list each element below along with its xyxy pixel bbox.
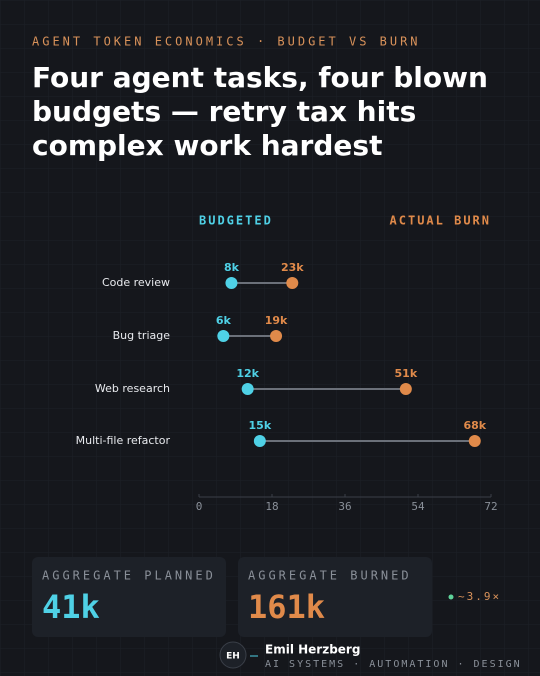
x-tick-label: 36 [338, 500, 351, 513]
stat-card [32, 557, 226, 637]
kicker: AGENT TOKEN ECONOMICS · BUDGET VS BURN [32, 35, 421, 49]
category-label: Bug triage [113, 329, 171, 342]
value-label: 68k [463, 419, 486, 432]
value-label: 23k [281, 261, 304, 274]
avatar [219, 641, 247, 669]
stat-label: AGGREGATE BURNED [248, 569, 412, 583]
stat-card [238, 557, 432, 637]
title-line: complex work hardest [32, 129, 382, 162]
legend-label: BUDGETED [199, 214, 273, 228]
x-tick-label: 72 [484, 500, 497, 513]
value-label: 12k [236, 367, 259, 380]
x-tick-label: 54 [411, 500, 425, 513]
author: Emil Herzberg [265, 643, 360, 657]
dot [253, 435, 266, 447]
dot [399, 383, 412, 395]
x-tick-label: 18 [265, 500, 278, 513]
ratio-dot [448, 594, 454, 600]
stat-value: 41k [42, 588, 100, 626]
dot [286, 277, 299, 289]
legend-label: ACTUAL BURN [390, 214, 491, 228]
stat-label: AGGREGATE PLANNED [42, 569, 216, 583]
title-line: Four agent tasks, four blown [32, 61, 488, 94]
initials: EH [226, 652, 240, 662]
value-label: 19k [265, 314, 288, 327]
dot [241, 383, 254, 395]
dot [270, 330, 283, 342]
dot [468, 435, 481, 447]
value-label: 8k [224, 261, 240, 274]
value-label: 6k [216, 314, 232, 327]
category-label: Web research [95, 382, 170, 395]
stat-value: 161k [248, 588, 325, 626]
value-label: 51k [395, 367, 418, 380]
ratio: ~3.9× [458, 590, 501, 603]
category-label: Code review [102, 276, 170, 289]
value-label: 15k [249, 419, 272, 432]
x-tick-label: 0 [196, 500, 203, 513]
category-label: Multi-file refactor [76, 434, 171, 447]
tagline: AI SYSTEMS · AUTOMATION · DESIGN [265, 659, 522, 670]
dot [225, 277, 238, 289]
title-line: budgets — retry tax hits [32, 95, 416, 128]
dot [217, 330, 230, 342]
